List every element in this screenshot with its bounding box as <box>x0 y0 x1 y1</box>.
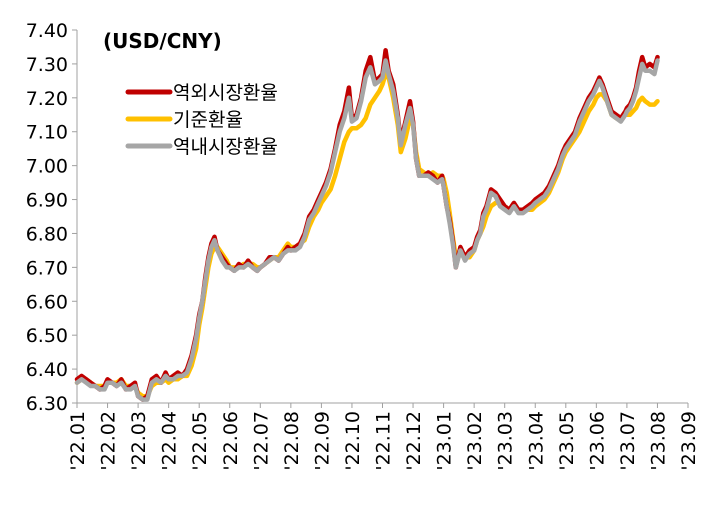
legend-label: 역외시장환율 <box>173 82 278 104</box>
x-tick-label: '22.11 <box>373 411 395 471</box>
y-tick-label: 6.30 <box>26 393 68 415</box>
y-tick-label: 6.40 <box>26 359 68 381</box>
x-tick-label: '22.03 <box>128 411 150 471</box>
x-tick-label: '23.01 <box>434 411 456 471</box>
x-tick-label: '22.06 <box>220 411 242 471</box>
y-tick-label: 7.10 <box>26 122 68 144</box>
x-tick-label: '23.06 <box>586 411 608 471</box>
series-line-0 <box>74 48 660 402</box>
y-tick-label: 6.90 <box>26 190 68 212</box>
y-tick-label: 7.00 <box>26 156 68 178</box>
x-tick-label: '22.09 <box>311 411 333 471</box>
x-tick-label: '23.08 <box>647 411 669 471</box>
x-tick-label: '22.04 <box>159 411 181 471</box>
y-axis: 6.30 6.40 6.50 6.60 6.70 6.80 6.90 7.00 7.10 7.20… <box>26 20 78 415</box>
series-line-2 <box>74 58 660 402</box>
y-tick-label: 7.40 <box>26 20 68 42</box>
y-tick-label: 6.60 <box>26 291 68 313</box>
x-tick-label: '22.08 <box>281 411 303 471</box>
x-tick-label: '22.12 <box>403 411 425 471</box>
series-layer <box>74 48 660 402</box>
x-tick-label: '23.09 <box>678 411 700 471</box>
legend-label: 역내시장환율 <box>173 136 278 158</box>
x-tick-label: '23.05 <box>556 411 578 471</box>
x-tick-label: '23.02 <box>464 411 486 471</box>
y-tick-label: 6.80 <box>26 223 68 245</box>
unit-label: (USD/CNY) <box>103 29 222 53</box>
x-tick-label: '23.04 <box>525 411 547 471</box>
x-tick-label: '22.05 <box>189 411 211 471</box>
x-tick-label: '22.02 <box>98 411 120 471</box>
y-tick-label: 7.20 <box>26 88 68 110</box>
legend-label: 기준환율 <box>173 109 243 131</box>
y-tick-label: 6.50 <box>26 325 68 347</box>
y-tick-label: 7.30 <box>26 54 68 76</box>
x-tick-label: '23.07 <box>617 411 639 471</box>
x-tick-label: '22.10 <box>342 411 364 471</box>
x-tick-label: '22.01 <box>67 411 89 471</box>
x-axis: '22.01 '22.02 '22.03 '22.04 '22.05 '22.06 '22.… <box>67 402 700 471</box>
series-line-1 <box>74 71 660 399</box>
x-tick-label: '23.03 <box>495 411 517 471</box>
x-tick-label: '22.07 <box>250 411 272 471</box>
y-tick-label: 6.70 <box>26 257 68 279</box>
